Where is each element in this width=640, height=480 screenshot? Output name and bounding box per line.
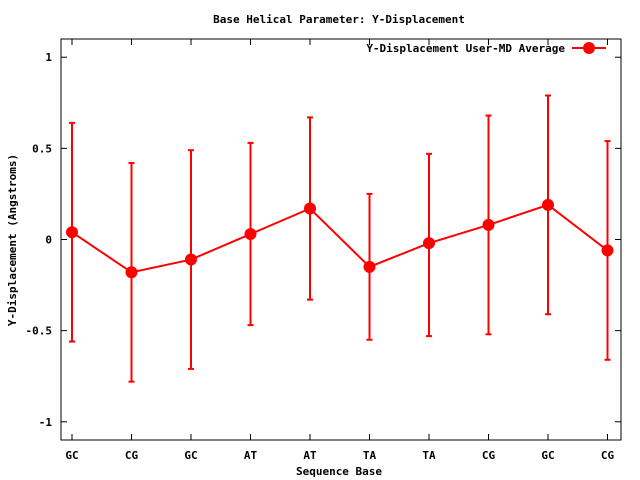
data-point — [542, 198, 554, 211]
x-tick-label: GC — [65, 449, 78, 462]
x-tick-label: CG — [601, 449, 615, 462]
x-tick-label: AT — [303, 449, 317, 462]
x-tick-label: GC — [184, 449, 197, 462]
y-tick-label: 0 — [45, 234, 52, 247]
chart-title: Base Helical Parameter: Y-Displacement — [213, 13, 465, 26]
y-tick-label: -0.5 — [26, 325, 53, 338]
y-tick-label: -1 — [39, 416, 53, 429]
data-point — [423, 237, 435, 250]
data-point — [601, 244, 614, 257]
legend-label: Y-Displacement User-MD Average — [366, 42, 565, 55]
x-tick-label: CG — [482, 449, 496, 462]
x-tick-label: AT — [244, 449, 258, 462]
data-point — [125, 266, 138, 279]
x-tick-label: CG — [125, 449, 139, 462]
x-axis: GC CG GC AT AT TA TA CG GC CG — [65, 39, 614, 462]
y-tick-label: 0.5 — [32, 142, 52, 155]
data-point — [66, 226, 78, 239]
data-point — [244, 228, 257, 241]
x-axis-label: Sequence Base — [296, 465, 382, 478]
series-line — [71, 203, 609, 274]
x-tick-label: TA — [363, 449, 377, 462]
y-axis: -1 -0.5 0 0.5 1 — [26, 51, 621, 429]
x-tick-label: GC — [541, 449, 554, 462]
data-point — [185, 253, 197, 266]
data-point — [363, 260, 376, 273]
data-point — [482, 218, 495, 231]
legend-marker — [583, 42, 595, 54]
data-point — [304, 202, 316, 215]
x-tick-label: TA — [422, 449, 436, 462]
legend: Y-Displacement User-MD Average — [366, 42, 606, 55]
series-layer — [66, 94, 614, 383]
y-tick-label: 1 — [45, 51, 52, 64]
y-axis-label: Y-Displacement (Angstroms) — [6, 154, 19, 326]
